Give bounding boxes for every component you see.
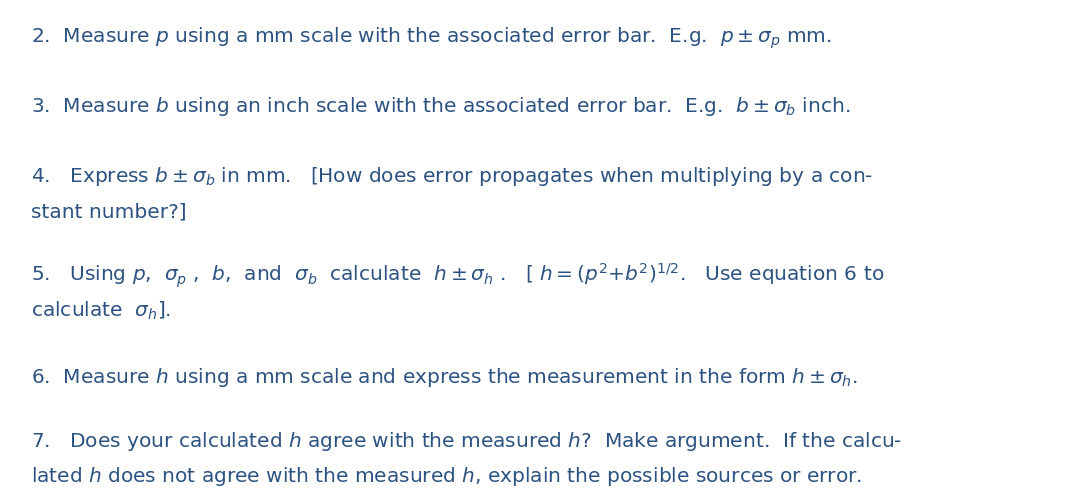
Text: 3.  Measure $b$ using an inch scale with the associated error bar.  E.g.  $b \pm: 3. Measure $b$ using an inch scale with … <box>31 95 850 118</box>
Text: 4.   Express $b \pm \sigma_b$ in mm.   [How does error propagates when multiplyi: 4. Express $b \pm \sigma_b$ in mm. [How … <box>31 165 873 188</box>
Text: 5.   Using $p$,  $\sigma_p$ ,  $b$,  and  $\sigma_b$  calculate  $h \pm \sigma_h: 5. Using $p$, $\sigma_p$ , $b$, and $\si… <box>31 262 884 290</box>
Text: calculate  $\sigma_h$].: calculate $\sigma_h$]. <box>31 300 171 322</box>
Text: 7.   Does your calculated $h$ agree with the measured $h$?  Make argument.  If t: 7. Does your calculated $h$ agree with t… <box>31 430 901 453</box>
Text: stant number?]: stant number?] <box>31 202 186 221</box>
Text: 6.  Measure $h$ using a mm scale and express the measurement in the form $h \pm : 6. Measure $h$ using a mm scale and expr… <box>31 366 857 389</box>
Text: lated $h$ does not agree with the measured $h$, explain the possible sources or : lated $h$ does not agree with the measur… <box>31 465 861 488</box>
Text: 2.  Measure $p$ using a mm scale with the associated error bar.  E.g.  $p \pm \s: 2. Measure $p$ using a mm scale with the… <box>31 25 831 51</box>
